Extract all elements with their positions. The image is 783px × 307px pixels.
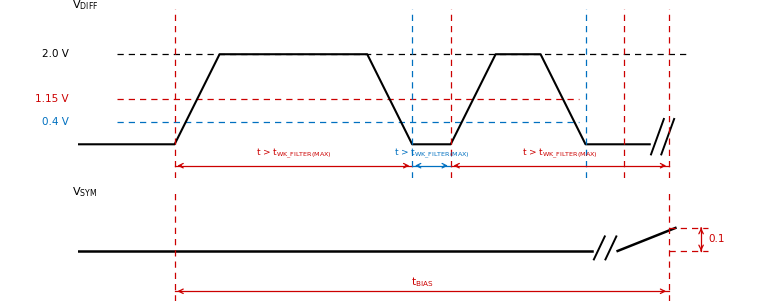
Text: 1.15 V: 1.15 V [35,94,69,104]
Text: t > t$_{\mathregular{WK\_FILTER(MAX)}}$: t > t$_{\mathregular{WK\_FILTER(MAX)}}$ [522,147,597,161]
Text: V$_{\rm SYM}$: V$_{\rm SYM}$ [72,185,97,199]
Text: 2.0 V: 2.0 V [41,49,69,59]
Text: 0.1: 0.1 [709,235,725,244]
Text: t > t$_{\mathregular{WK\_FILTER(MAX)}}$: t > t$_{\mathregular{WK\_FILTER(MAX)}}$ [394,147,469,161]
Text: t > t$_{\mathregular{WK\_FILTER(MAX)}}$: t > t$_{\mathregular{WK\_FILTER(MAX)}}$ [255,147,331,161]
Text: t$_{\rm BIAS}$: t$_{\rm BIAS}$ [410,275,433,289]
Text: V$_{\rm DIFF}$: V$_{\rm DIFF}$ [72,0,99,12]
Text: 0.4 V: 0.4 V [41,117,69,127]
